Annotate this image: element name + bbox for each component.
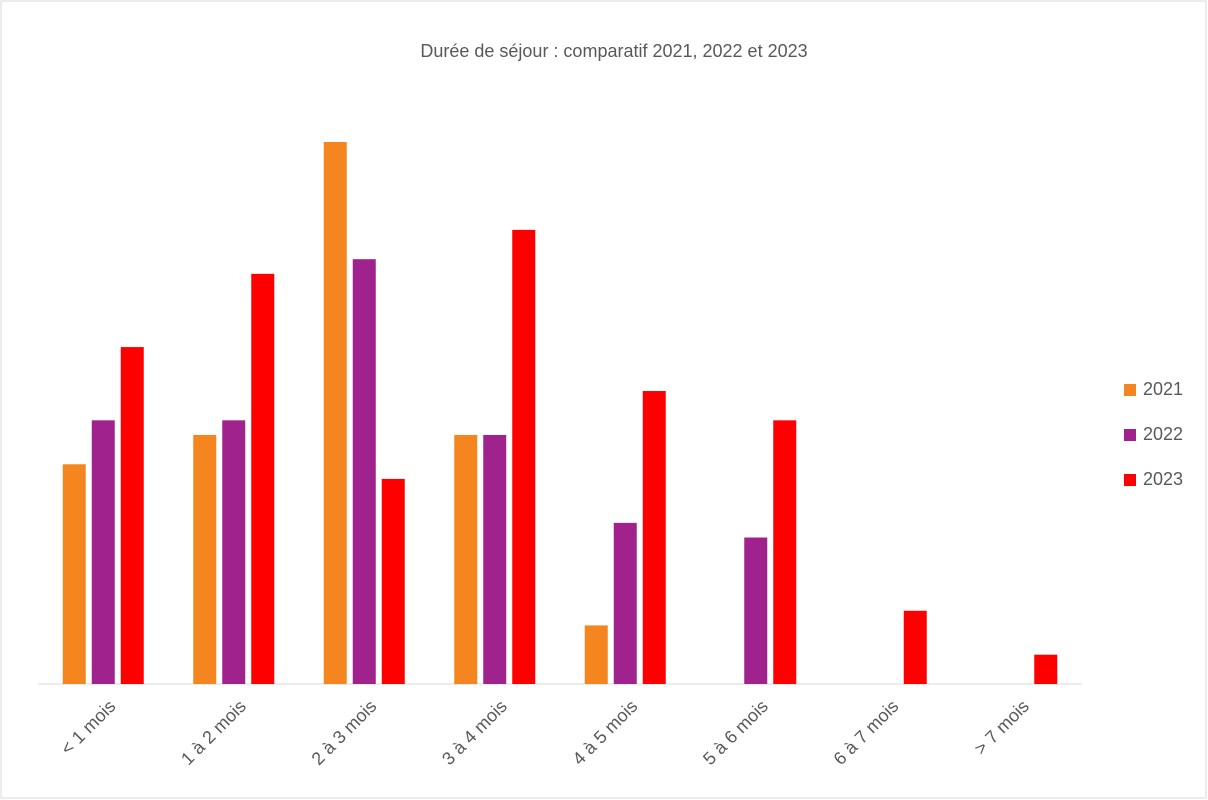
bar	[222, 420, 246, 684]
bar	[613, 522, 637, 684]
bar	[91, 420, 115, 684]
bar	[1034, 654, 1058, 684]
bar	[381, 478, 405, 684]
bar	[512, 229, 536, 684]
bar	[744, 537, 768, 684]
bar	[454, 434, 478, 684]
legend-swatch	[1124, 474, 1136, 486]
bar	[584, 625, 608, 684]
bar	[251, 273, 275, 684]
bar	[323, 142, 347, 684]
bar	[352, 259, 376, 684]
bar	[483, 434, 507, 684]
bar	[62, 464, 86, 684]
legend-swatch	[1124, 384, 1136, 396]
legend-swatch	[1124, 429, 1136, 441]
legend-label: 2022	[1143, 424, 1183, 444]
legend-label: 2023	[1143, 469, 1183, 489]
bar	[193, 434, 217, 684]
bar	[773, 420, 797, 684]
chart-title: Durée de séjour : comparatif 2021, 2022 …	[420, 41, 807, 61]
bar	[903, 610, 927, 684]
bar	[120, 347, 144, 684]
bar	[642, 391, 666, 684]
legend-label: 2021	[1143, 379, 1183, 399]
